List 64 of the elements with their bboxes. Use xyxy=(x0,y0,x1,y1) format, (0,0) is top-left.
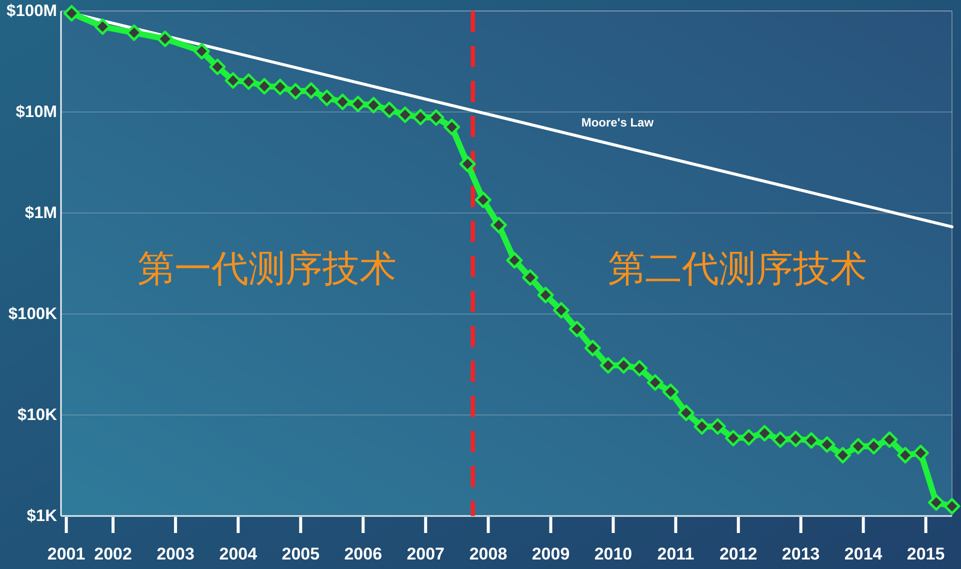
series-label: Moore's Law xyxy=(581,116,654,130)
y-tick-label: $100M xyxy=(6,2,57,20)
point xyxy=(63,5,80,22)
point xyxy=(365,96,382,114)
point xyxy=(866,438,882,455)
point xyxy=(724,430,742,446)
y-tick-label: $1M xyxy=(24,204,57,222)
point xyxy=(94,18,111,35)
x-tick-label: 2010 xyxy=(594,544,632,564)
y-tick-label: $10M xyxy=(16,103,57,121)
point xyxy=(631,360,648,377)
x-tick-label: 2012 xyxy=(719,544,758,564)
x-tick-label: 2004 xyxy=(219,544,258,564)
point xyxy=(537,286,554,304)
point xyxy=(912,444,929,462)
point xyxy=(240,73,257,90)
point xyxy=(584,340,601,356)
point xyxy=(522,269,538,286)
point xyxy=(209,58,226,76)
x-tick-label: 2015 xyxy=(906,544,945,564)
point xyxy=(662,383,679,400)
point xyxy=(834,446,852,464)
x-tick-label: 2014 xyxy=(844,544,883,564)
point xyxy=(459,156,476,172)
x-tick-label: 2003 xyxy=(156,544,194,564)
point xyxy=(381,102,398,118)
point xyxy=(506,252,523,269)
point xyxy=(396,106,414,123)
annotation: 第二代测序技术 xyxy=(608,247,867,290)
x-tick-label: 2008 xyxy=(469,544,508,564)
point xyxy=(944,498,960,514)
point xyxy=(803,432,820,449)
point xyxy=(126,24,142,41)
x-tick-label: 2002 xyxy=(94,544,132,564)
point xyxy=(740,429,758,446)
point xyxy=(474,192,492,208)
x-tick-label: 2007 xyxy=(406,544,445,564)
x-tick-label: 2005 xyxy=(282,544,320,564)
point xyxy=(490,216,507,234)
x-tick-label: 2009 xyxy=(532,544,570,564)
x-tick-label: 2011 xyxy=(657,544,694,564)
point xyxy=(224,72,242,89)
point xyxy=(444,118,460,136)
point xyxy=(678,404,694,422)
x-tick-label: 2006 xyxy=(344,544,382,564)
point xyxy=(318,90,336,106)
point xyxy=(156,30,174,48)
point xyxy=(881,431,898,448)
point xyxy=(568,320,586,338)
y-tick-label: $10K xyxy=(18,406,58,424)
point xyxy=(193,42,210,60)
point xyxy=(334,94,351,110)
point xyxy=(818,436,836,453)
point xyxy=(928,494,944,511)
annotation: 第一代测序技术 xyxy=(137,247,396,290)
y-tick-label: $100K xyxy=(8,305,58,323)
point xyxy=(756,424,773,442)
point xyxy=(897,446,914,464)
x-tick-label: 2001 xyxy=(47,544,86,564)
point xyxy=(552,302,570,318)
x-tick-label: 2013 xyxy=(782,544,820,564)
point xyxy=(350,96,366,112)
point xyxy=(646,374,664,391)
y-tick-label: $1K xyxy=(26,507,58,525)
